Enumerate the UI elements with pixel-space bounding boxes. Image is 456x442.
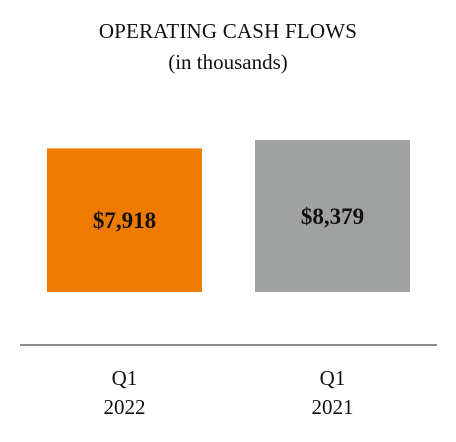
category-label-1-line-1: 2021 <box>312 395 354 419</box>
bar-value-label-0: $7,918 <box>93 208 156 233</box>
bar-value-label-1: $8,379 <box>301 204 364 229</box>
category-label-0-line-0: Q1 <box>112 366 138 390</box>
bar-0 <box>47 148 202 292</box>
chart-subtitle: (in thousands) <box>168 50 288 74</box>
bar-1 <box>255 140 410 292</box>
category-label-1-line-0: Q1 <box>320 366 346 390</box>
category-label-0-line-1: 2022 <box>104 395 146 419</box>
chart-title: OPERATING CASH FLOWS <box>98 19 358 43</box>
